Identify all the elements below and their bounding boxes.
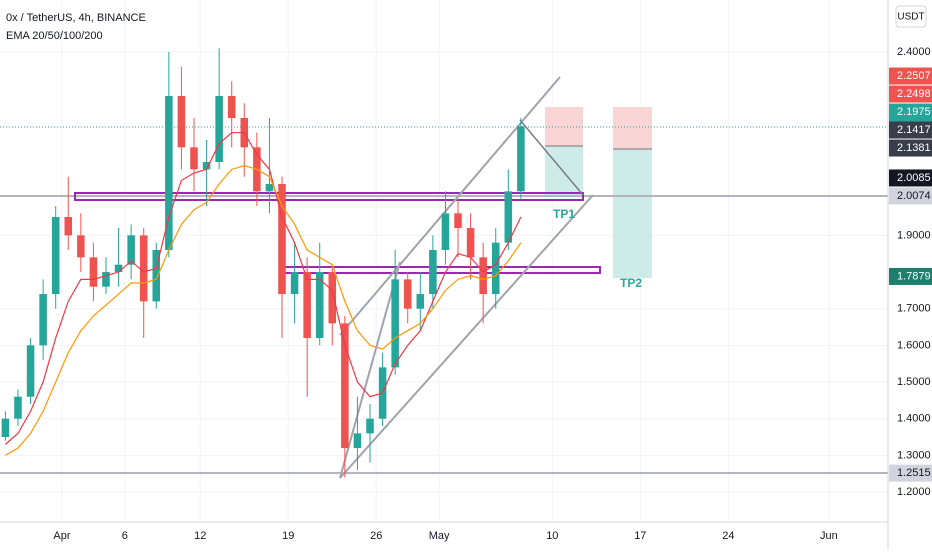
candle-body [165,96,173,251]
candle-body [416,294,425,309]
price-tag-label: 1.2515 [897,467,931,479]
x-tick-label: Jun [820,530,838,542]
target-label: TP1 [553,207,575,221]
price-tag [889,187,932,205]
channel-line [339,76,561,336]
y-tick-label: 1.3000 [897,449,931,461]
y-tick-label: 1.5000 [897,376,931,388]
candle-body [64,217,73,236]
y-tick-label: 1.6000 [897,339,931,351]
candle-body [190,147,198,170]
y-tick-label: 1.4000 [897,413,931,425]
x-tick-label: Apr [53,530,70,542]
candle-body [391,279,399,368]
candle-body [429,250,437,295]
price-tag-label: 2.0074 [897,190,931,202]
x-tick-label: May [429,530,450,542]
stop-zone [613,107,652,149]
price-tag [889,121,932,139]
drawings [0,76,888,479]
candle-body [328,272,337,324]
candle-body [77,235,85,258]
target-label: TP2 [620,276,642,290]
candle-body [366,418,374,434]
candle-body [517,126,525,192]
candle-body [278,184,286,295]
price-tag-label: 1.7879 [897,270,931,282]
candle-body [315,272,324,339]
y-tick-label: 1.2000 [897,486,931,498]
candle-body [102,272,110,287]
candle-body [227,96,236,119]
zone [74,192,584,201]
candle-body [403,279,412,309]
ema-line [5,132,522,445]
x-tick-label: 24 [722,530,734,542]
trend-line [339,261,401,479]
price-tag [889,67,932,85]
price-tag-label: 2.1975 [897,106,931,118]
candle-body [14,396,22,419]
x-tick-label: 26 [370,530,382,542]
y-tick-label: 2.4000 [897,46,931,58]
price-tag [889,85,932,103]
ema-line [5,165,522,456]
price-tag [889,169,932,187]
candle-body [127,235,135,265]
series [1,48,525,478]
candle-body [39,294,47,346]
price-tag-label: 2.2498 [897,88,931,100]
currency-button[interactable] [895,5,927,28]
price-tag-label: 2.2507 [897,70,931,82]
y-tick-label: 1.9000 [897,229,931,241]
candle-body [1,418,10,438]
currency[interactable]: USDT [897,12,924,23]
candle-body [265,184,274,192]
price-tag [889,139,932,157]
candle-body [202,162,211,170]
x-tick-label: 19 [282,530,294,542]
candle-body [504,191,513,243]
channel-line [339,194,594,479]
x-tick-label: 6 [122,530,128,542]
candle-body [139,235,148,302]
candle-body [215,96,223,163]
candle-body [114,264,123,273]
candle-body [441,213,450,251]
price-tag [889,464,932,482]
x-tick-label: 10 [546,530,558,542]
price-tag [889,267,932,285]
price-tag-label: 2.0085 [897,172,931,184]
candle-body [491,242,500,295]
y-tick-label: 1.7000 [897,303,931,315]
grid [0,0,888,522]
chart-title: 0x / TetherUS, 4h, BINANCE [6,12,146,24]
candle-body [454,213,462,229]
indicator-label: EMA 20/50/100/200 [6,30,103,42]
candle-body [353,433,362,449]
projection-line [519,119,584,196]
price-tags: 2.25072.24982.197541:002.14172.13812.008… [889,67,932,482]
candle-body [341,323,349,449]
candle-body [89,257,98,287]
candle-body [152,250,161,302]
profit-zone [613,149,652,278]
price-tag-label: 2.1417 [897,124,931,136]
x-tick-label: 12 [194,530,206,542]
candle-body [51,217,60,295]
candle-body [479,257,487,295]
candle-body [466,228,475,258]
candle-body [26,345,35,397]
candle-body [303,272,311,339]
price-tag-label: 2.1381 [897,142,931,154]
candle-body [177,96,186,148]
x-tick-label: 17 [634,530,646,542]
candle-body [290,272,299,295]
